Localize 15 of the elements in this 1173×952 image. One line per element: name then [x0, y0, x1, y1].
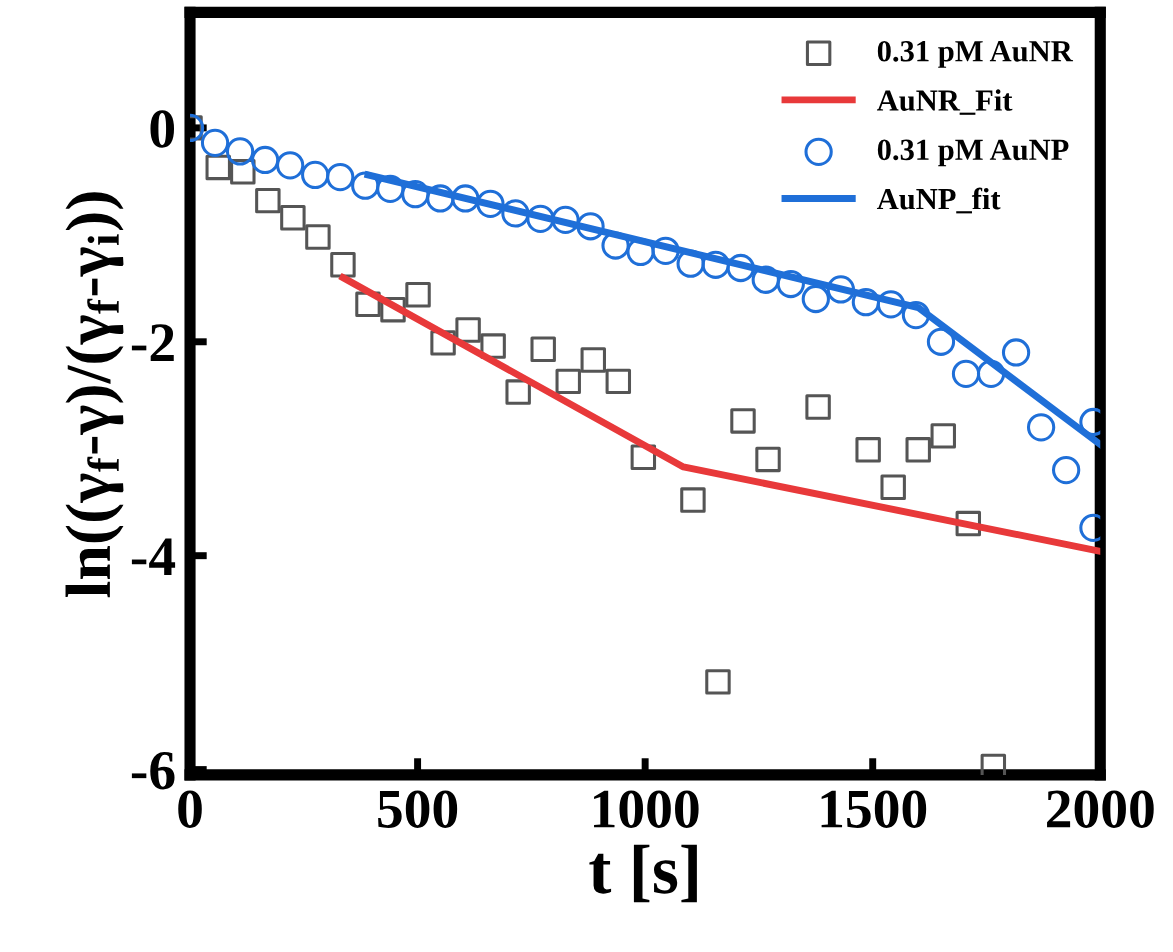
y-tick-label: -4 [131, 538, 176, 575]
x-tick-label: 0 [178, 790, 202, 828]
y-tick-label: -2 [131, 324, 174, 362]
legend-label: AuNP_fit [876, 187, 1001, 214]
y-tick-label: -6 [131, 752, 175, 790]
x-tick-label: 1000 [594, 790, 699, 828]
x-axis-title: t [s] [589, 844, 697, 903]
x-tick-label: 2000 [1047, 790, 1154, 828]
x-tick-label: 500 [378, 790, 458, 828]
legend-label: 0.31 pM AuNP [877, 139, 1069, 167]
x-tick-label: 1500 [821, 790, 927, 828]
legend-label: 0.31 pM AuNR [877, 40, 1074, 68]
y-axis-title: ln((γ$_{f}$-γ)/(γ$_{f}$-γ$_{i}$)) [65, 192, 124, 598]
legend-label: AuNR_Fit [876, 89, 1013, 115]
y-tick-label: 0 [150, 110, 175, 148]
